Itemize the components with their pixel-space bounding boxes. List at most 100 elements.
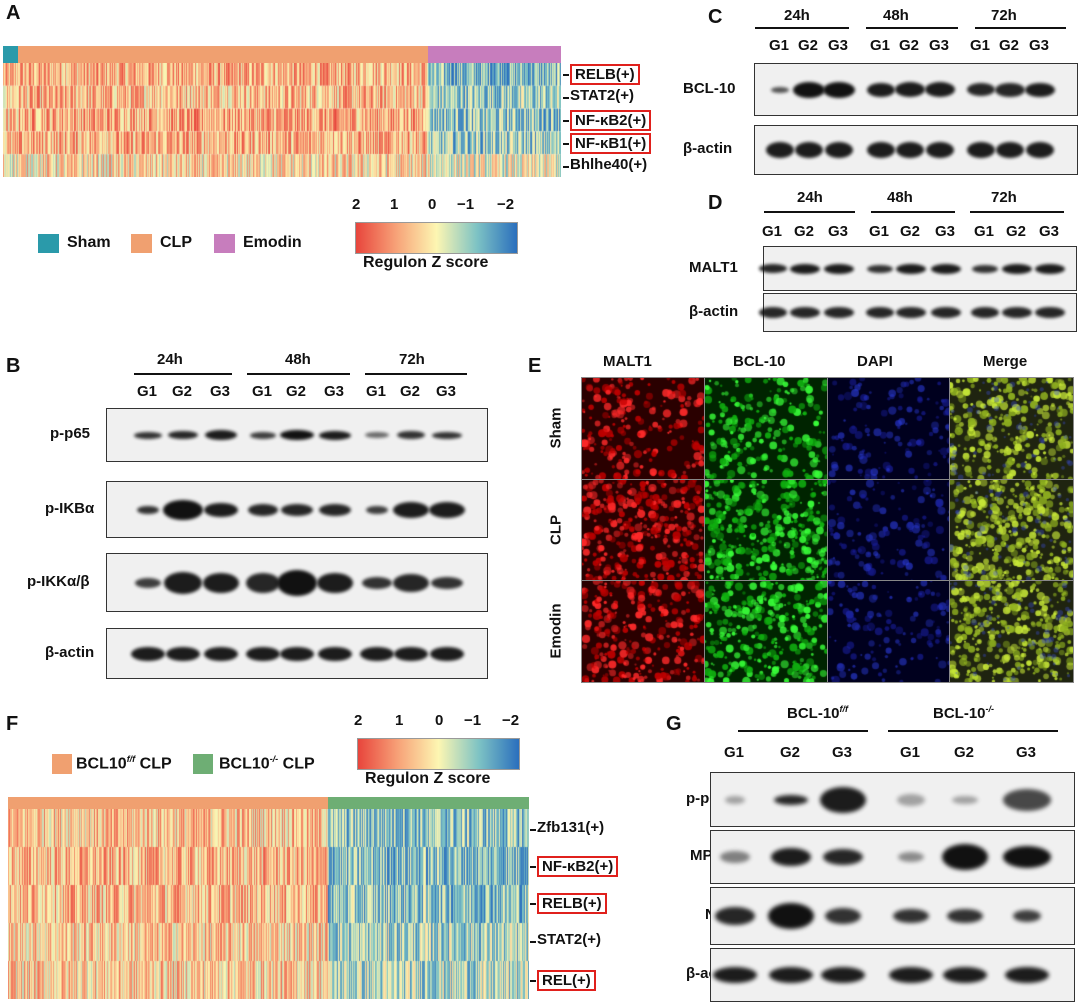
protein-band	[1035, 263, 1065, 274]
protein-band	[821, 967, 865, 983]
protein-band	[713, 967, 757, 983]
regulon-label: NF-κB2(+)	[570, 110, 652, 131]
protein-band	[280, 646, 314, 661]
condition-label: CLP	[547, 514, 565, 545]
protein-band	[1035, 307, 1065, 318]
color-gradient-bar	[357, 738, 520, 770]
protein-label: β-actin	[45, 643, 95, 661]
regulon-tick	[563, 74, 569, 76]
bcl10ko-swatch	[193, 754, 213, 774]
scale-tick: −1	[464, 712, 482, 729]
group-label: G3	[828, 37, 849, 54]
protein-band	[246, 572, 280, 593]
emodin-annotation	[428, 46, 561, 63]
sham-annotation	[3, 46, 18, 63]
group-underline	[975, 27, 1066, 29]
protein-label: β-actin	[683, 140, 733, 157]
panel-a-annotation-bar	[3, 46, 561, 63]
protein-band	[972, 264, 998, 273]
group-label: G1	[869, 223, 890, 240]
protein-band	[1002, 263, 1032, 274]
protein-band	[135, 577, 161, 588]
panel-a-color-scale: 2 1 0 −1 −2 Regulon Z score	[352, 196, 520, 276]
group-underline	[871, 211, 955, 213]
regulon-tick	[563, 120, 569, 122]
protein-band	[771, 848, 811, 866]
protein-band	[867, 142, 895, 158]
micrograph-malt1-clp	[581, 479, 706, 582]
protein-band	[1003, 846, 1051, 868]
scale-tick: 0	[428, 196, 437, 213]
regulon-label: REL(+)	[537, 970, 596, 991]
group-label: G1	[974, 223, 995, 240]
protein-band	[896, 307, 926, 318]
protein-band	[1013, 910, 1041, 922]
protein-band	[926, 142, 954, 158]
blot-membrane	[710, 830, 1075, 884]
protein-band	[163, 499, 203, 520]
protein-band	[366, 505, 388, 514]
protein-band	[825, 142, 853, 158]
protein-band	[893, 909, 929, 923]
group-label: G1	[870, 37, 891, 54]
protein-band	[774, 794, 808, 805]
genotype-label: BCL-10f/f	[787, 704, 849, 722]
micrograph-malt1-sham	[581, 377, 706, 480]
regulon-label: NF-κB2(+)	[537, 856, 619, 877]
scale-tick: −2	[497, 196, 515, 213]
emodin-swatch	[214, 234, 235, 253]
timepoint-label: 24h	[784, 7, 810, 24]
protein-band	[360, 646, 394, 661]
timepoint-label: 48h	[883, 7, 909, 24]
group-label: G1	[900, 744, 921, 761]
group-label: G3	[832, 744, 853, 761]
protein-band	[134, 431, 162, 439]
protein-band	[925, 82, 955, 97]
protein-band	[362, 576, 392, 589]
micrograph-merge-clp	[949, 479, 1074, 582]
group-label: G2	[798, 37, 819, 54]
protein-band	[715, 907, 755, 925]
protein-band	[166, 646, 200, 661]
panel-label-g: G	[666, 713, 682, 735]
condition-label: Sham	[547, 407, 565, 448]
timepoint-label: 48h	[285, 351, 311, 368]
panel-label-f: F	[6, 713, 19, 735]
group-label: G3	[324, 383, 345, 400]
protein-band	[889, 967, 933, 983]
panel-label-e: E	[528, 355, 542, 377]
protein-band	[971, 307, 999, 318]
blot-membrane	[106, 628, 488, 679]
protein-band	[248, 503, 278, 516]
protein-band	[967, 142, 995, 158]
micrograph-merge-emodin	[949, 580, 1074, 683]
blot-membrane	[106, 553, 488, 612]
group-label: G2	[172, 383, 193, 400]
micrograph-dapi-sham	[827, 377, 952, 480]
protein-band	[1002, 307, 1032, 318]
protein-band	[204, 502, 238, 517]
clp-legend-label: CLP	[160, 234, 192, 251]
channel-label: BCL-10	[733, 353, 786, 370]
group-label: G2	[954, 744, 975, 761]
group-underline	[134, 373, 232, 375]
bcl10ff-annotation	[8, 797, 328, 809]
protein-band	[771, 86, 789, 93]
condition-label: Emodin	[547, 603, 565, 658]
group-label: G1	[724, 744, 745, 761]
group-underline	[888, 730, 1058, 732]
protein-band	[793, 81, 825, 98]
blot-membrane	[710, 887, 1075, 945]
group-label: G3	[210, 383, 231, 400]
protein-band	[795, 142, 823, 158]
protein-band	[246, 646, 280, 661]
color-gradient-bar	[355, 222, 518, 254]
protein-band	[947, 909, 983, 923]
group-underline	[738, 730, 868, 732]
scale-tick: 2	[354, 712, 363, 729]
protein-band	[430, 646, 464, 661]
protein-band	[1003, 788, 1051, 811]
protein-band	[393, 573, 429, 592]
panel-f-legend: BCL10f/f CLP BCL10-/- CLP	[52, 752, 362, 776]
micrograph-merge-sham	[949, 377, 1074, 480]
